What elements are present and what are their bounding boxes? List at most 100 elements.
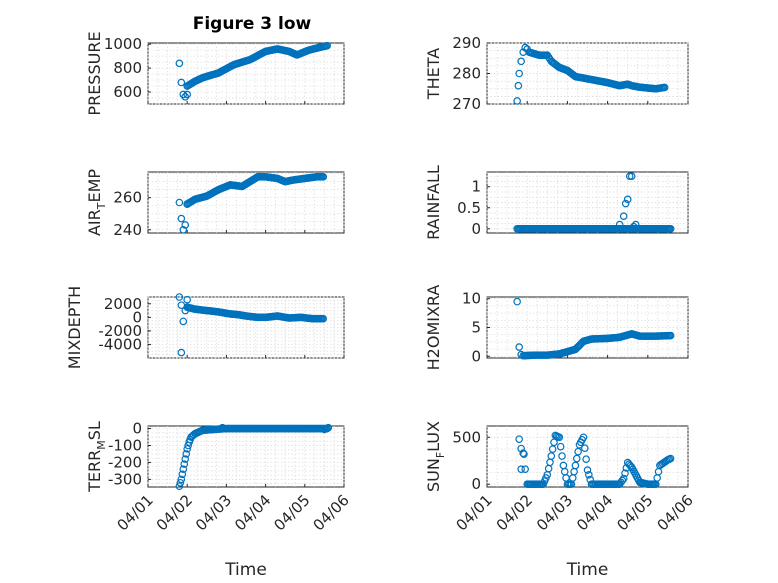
y-tick-label: -100: [108, 436, 142, 454]
subplot-terr_msl: -300-200-1000 04/0104/0204/0304/0404/0504…: [85, 420, 353, 580]
y-tick-label: 800: [113, 59, 142, 77]
data-point: [550, 438, 558, 447]
x-tick-label: 04/05: [270, 491, 313, 534]
data-point: [629, 222, 638, 231]
data-point: [517, 465, 525, 473]
y-axis-label: MIXDEPTH: [65, 286, 84, 369]
data-point: [582, 455, 590, 463]
data-point: [615, 220, 624, 229]
y-axis-label: AIRTEMP: [85, 169, 108, 236]
data-point: [579, 433, 588, 442]
data-point: [548, 445, 557, 453]
y-tick-label: 290: [452, 34, 481, 52]
data-point: [558, 452, 566, 460]
data-point: [178, 470, 187, 479]
data-point: [324, 423, 333, 432]
y-tick-label: 10: [462, 290, 481, 308]
data-point: [618, 476, 627, 485]
data-point: [183, 295, 192, 304]
y-tick-label: 600: [113, 83, 142, 101]
x-tick-label: 04/03: [192, 491, 235, 534]
x-tick-label: 04/06: [310, 491, 353, 534]
y-tick-label: -300: [108, 470, 142, 488]
y-tick-label: -200: [108, 453, 142, 471]
data-point: [547, 452, 556, 460]
data-point: [519, 449, 527, 458]
figure-title: Figure 3 low: [193, 14, 312, 34]
data-point: [177, 214, 186, 223]
y-axis-label: H2OMIXRA: [424, 285, 443, 371]
y-tick-label: 0.5: [457, 199, 481, 217]
x-tick-label: 04/05: [613, 491, 656, 534]
x-tick-label: 04/01: [453, 491, 496, 534]
data-point: [627, 172, 636, 181]
data-point: [521, 43, 529, 52]
data-point: [181, 306, 190, 315]
data-point: [666, 454, 675, 463]
y-axis-label: PRESSURE: [85, 31, 104, 115]
data-point: [183, 90, 192, 99]
data-point: [181, 455, 190, 463]
y-tick-label: 500: [452, 428, 481, 446]
data-point: [513, 97, 521, 105]
x-tick-label: 04/04: [573, 491, 616, 534]
x-tick-label: 04/02: [493, 491, 536, 534]
y-tick-label: -2000: [98, 322, 142, 340]
data-point: [517, 350, 525, 359]
y-tick-label: 0: [471, 220, 481, 238]
y-tick-label: 2000: [104, 295, 142, 313]
data-point: [183, 445, 192, 453]
data-point: [517, 57, 525, 66]
data-point: [583, 466, 592, 474]
y-tick-label: 1000: [104, 35, 142, 53]
data-point: [319, 173, 328, 181]
subplot-air_temp: 240 260 AIRTEMP: [85, 169, 345, 239]
x-tick-label: 04/03: [533, 491, 576, 534]
data-point: [619, 212, 628, 220]
data-point: [513, 297, 521, 306]
data-point: [179, 317, 188, 326]
subplot-rainfall: 0 0.5 1 RAINFALL: [424, 165, 689, 240]
data-point: [176, 478, 185, 487]
data-point: [571, 461, 580, 470]
data-point: [177, 78, 186, 87]
y-tick-label: 0: [132, 420, 142, 438]
data-point: [521, 465, 529, 473]
data-point: [320, 425, 329, 434]
y-axis-label: RAINFALL: [424, 165, 443, 240]
data-point: [181, 93, 190, 101]
data-point: [177, 475, 186, 484]
subplot-h2omixra: 0 5 10 H2OMIXRA: [424, 285, 689, 371]
y-tick-label: 240: [113, 221, 142, 239]
y-tick-label: 0: [132, 308, 142, 326]
data-point: [183, 200, 192, 208]
data-point: [556, 442, 565, 451]
data-point: [515, 69, 523, 78]
subplot-theta: 270 280 290 THETA: [424, 34, 689, 113]
data-point: [177, 348, 186, 357]
data-point: [581, 444, 589, 453]
x-axis-label: Time: [566, 560, 609, 580]
data-point: [180, 460, 189, 468]
data-point: [218, 423, 227, 432]
y-tick-label: 260: [113, 189, 142, 207]
data-point: [514, 81, 523, 90]
x-tick-label: 04/02: [153, 491, 196, 534]
data-point: [179, 90, 188, 99]
plot-area: [486, 171, 689, 234]
data-point: [619, 474, 628, 483]
data-point: [175, 482, 184, 490]
data-point: [621, 199, 630, 208]
data-point: [179, 465, 188, 474]
x-tick-label: 04/01: [114, 491, 157, 534]
data-point: [666, 224, 675, 233]
data-point: [175, 198, 184, 207]
data-point: [179, 225, 188, 234]
plot-area: [486, 42, 689, 105]
y-axis-label: TERRMSL: [85, 421, 108, 493]
plot-area: [486, 296, 689, 359]
